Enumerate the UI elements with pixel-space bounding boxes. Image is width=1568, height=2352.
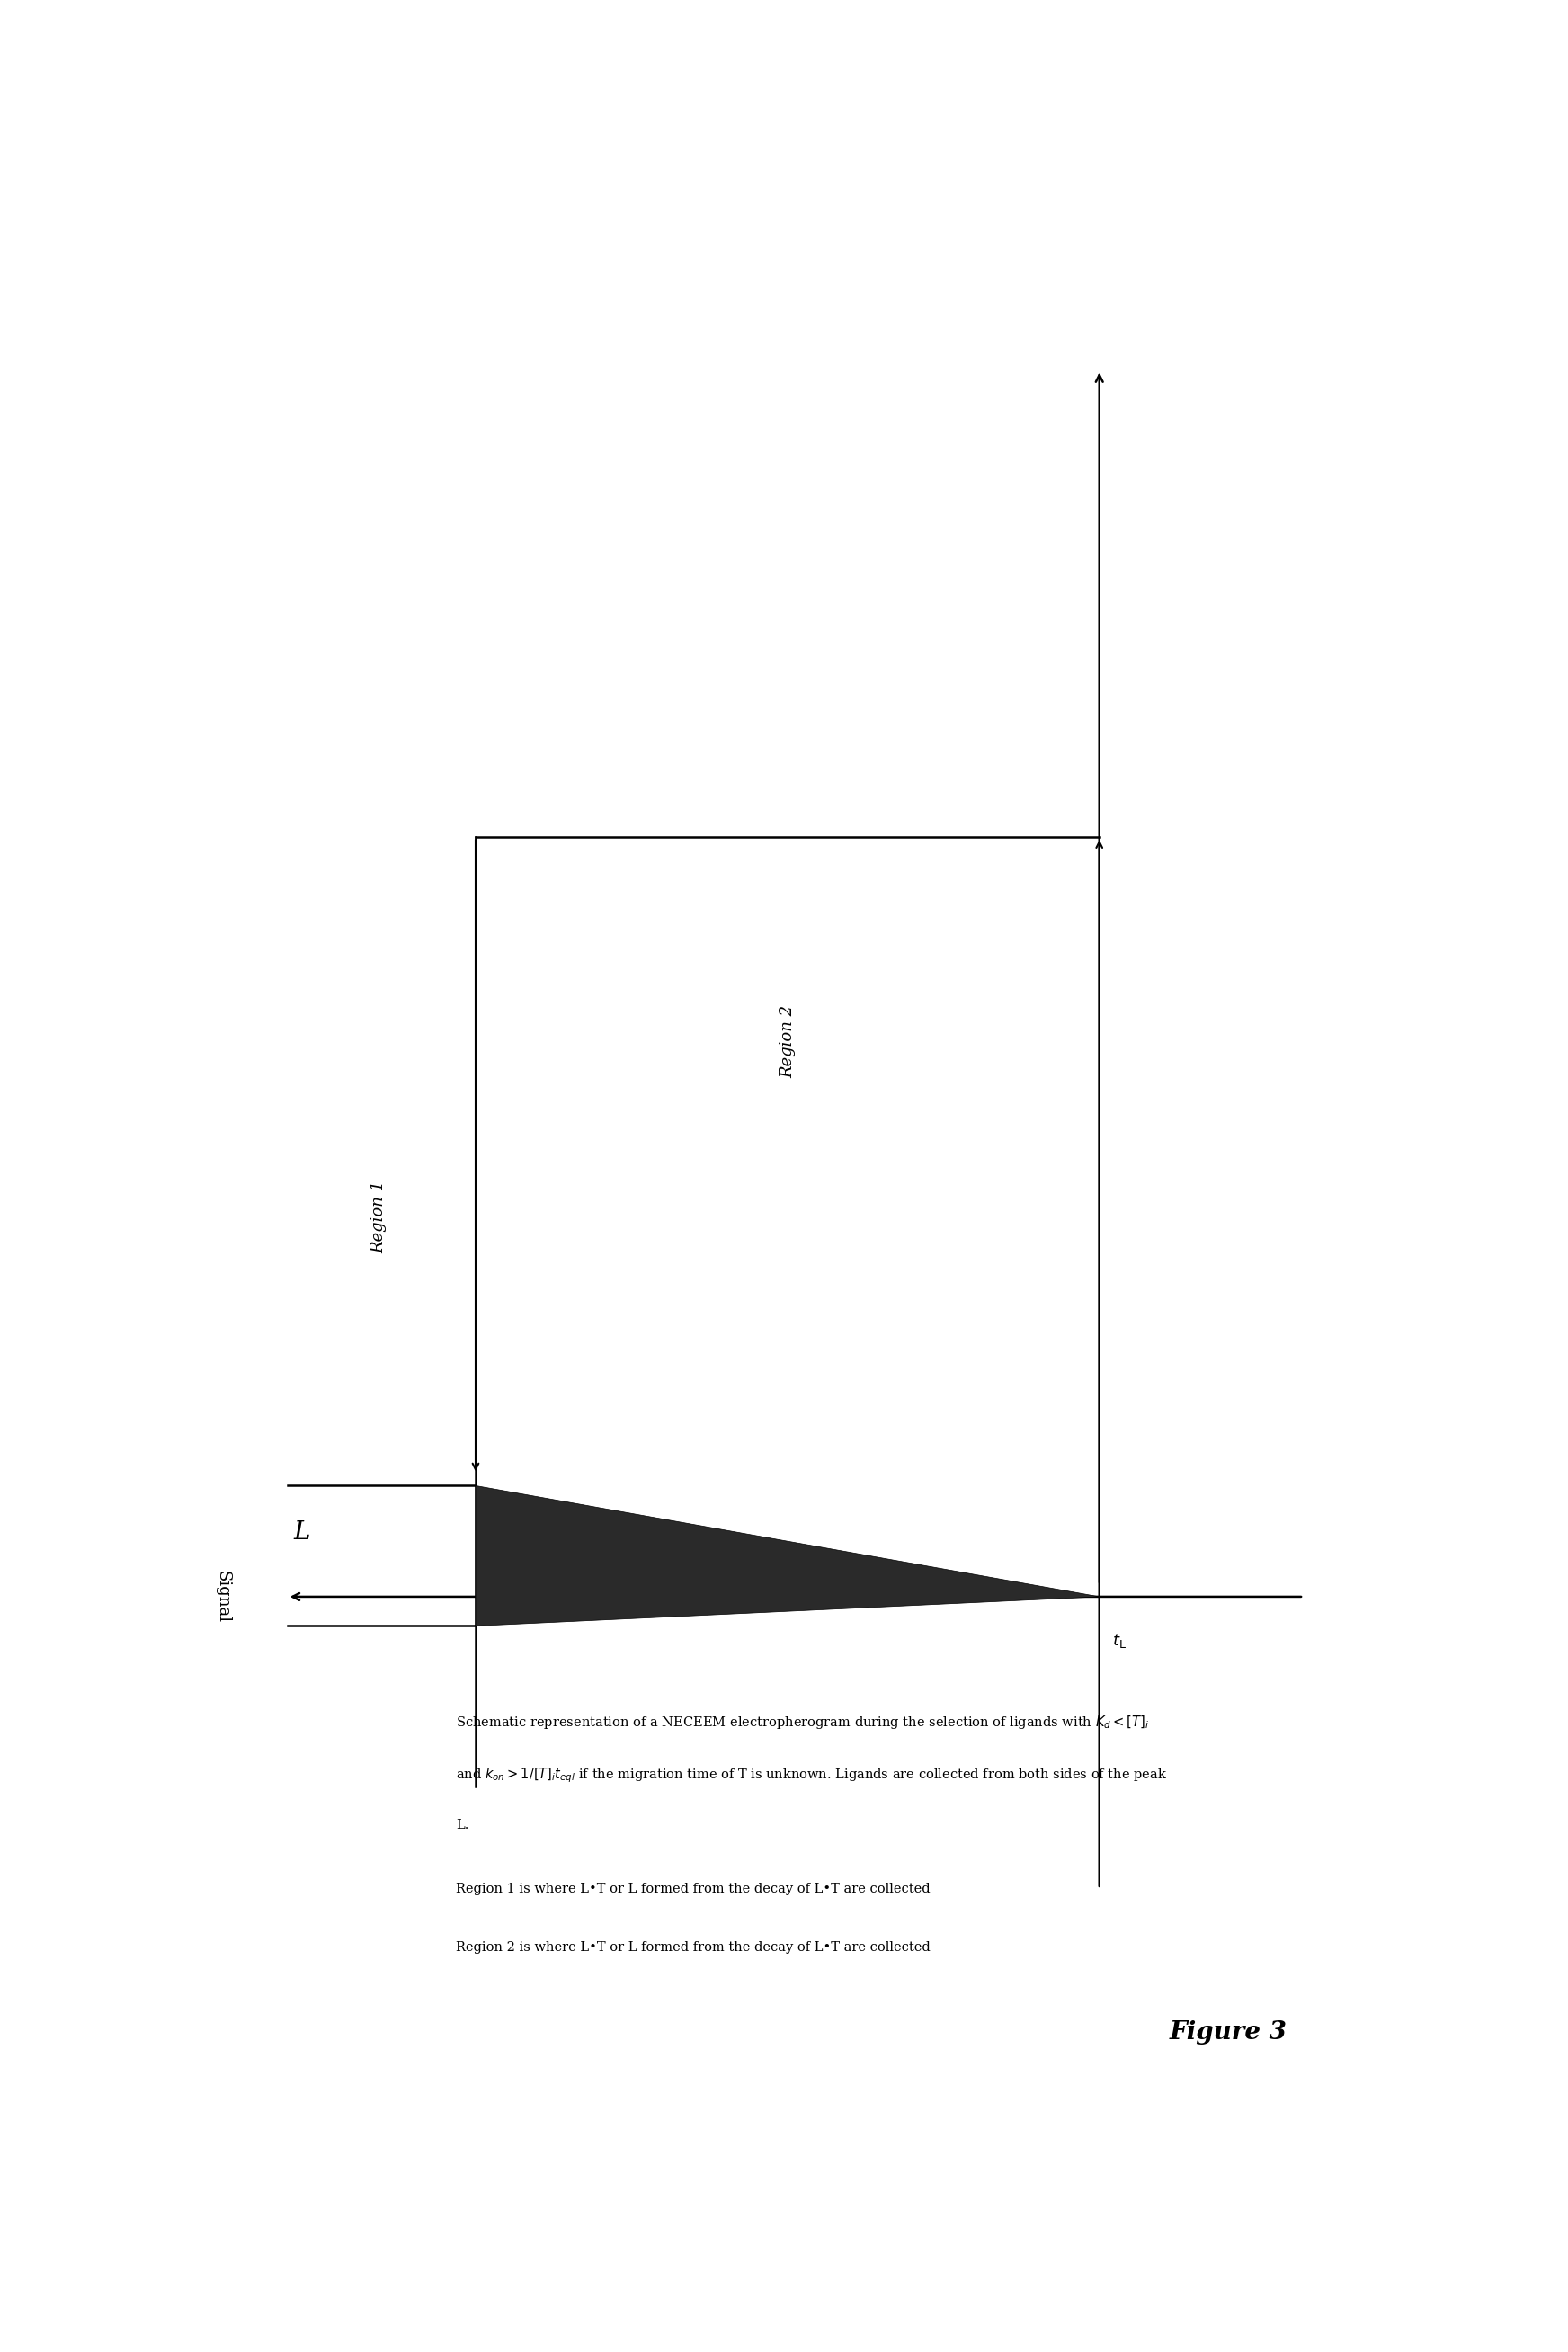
Text: Region 2: Region 2 (779, 1004, 795, 1077)
Text: L.: L. (456, 1818, 469, 1832)
Text: Region 1 is where L•T or L formed from the decay of L•T are collected: Region 1 is where L•T or L formed from t… (456, 1884, 931, 1896)
Text: Signal: Signal (215, 1571, 230, 1623)
Polygon shape (475, 1486, 1099, 1625)
Text: Schematic representation of a NECEEM electropherogram during the selection of li: Schematic representation of a NECEEM ele… (456, 1715, 1149, 1731)
Text: Figure 3: Figure 3 (1170, 2020, 1287, 2044)
Text: Region 2 is where L•T or L formed from the decay of L•T are collected: Region 2 is where L•T or L formed from t… (456, 1940, 931, 1955)
Text: $t_\mathrm{L}$: $t_\mathrm{L}$ (1112, 1632, 1126, 1649)
Text: Region 1: Region 1 (370, 1181, 387, 1254)
Text: and $k_{on} > 1/[T]_it_{eql}$ if the migration time of T is unknown. Ligands are: and $k_{on} > 1/[T]_it_{eql}$ if the mig… (456, 1766, 1168, 1785)
Text: L: L (293, 1519, 309, 1545)
